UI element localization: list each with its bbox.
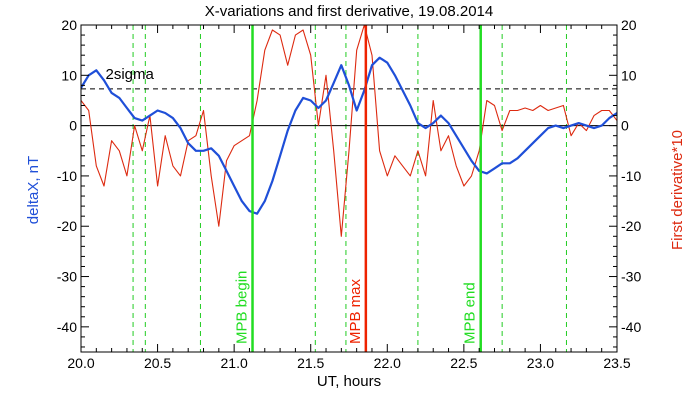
- y-tick-label-right: 0: [621, 118, 629, 134]
- x-tick-label: 22.5: [450, 355, 477, 371]
- series-lines: [81, 25, 617, 237]
- x-tick-label: 23.0: [527, 355, 554, 371]
- axes-ticks: 20.0 20.5 21.0 21.5 22.0 22.5 23.0 23.5 20 20 10 10…: [57, 17, 642, 371]
- two-sigma-label: 2sigma: [106, 66, 155, 83]
- plot-frame: [80, 24, 618, 353]
- y-tick-label-right: 10: [621, 67, 637, 83]
- y-tick-label-right: 20: [621, 17, 637, 33]
- series-line-deltaX: [81, 56, 617, 215]
- x-axis-label: UT, hours: [317, 373, 381, 390]
- y-tick-label-left: -20: [57, 218, 77, 234]
- y-tick-label-left: -40: [57, 319, 77, 335]
- chart-title: X-variations and first derivative, 19.08…: [205, 3, 494, 20]
- y-tick-label-right: -10: [621, 168, 641, 184]
- y-tick-label-right: -40: [621, 319, 641, 335]
- y-tick-label-left: 10: [61, 67, 77, 83]
- reference-line-labels: 2sigma: [106, 66, 155, 83]
- reference-lines: [81, 88, 617, 127]
- y-tick-label-right: -30: [621, 269, 641, 285]
- y-tick-label-right: -20: [621, 218, 641, 234]
- x-tick-label: 21.0: [221, 355, 248, 371]
- mpb-marker-labels: MPB begin MPB max MPB end: [234, 271, 479, 344]
- mpb-end-label: MPB end: [462, 282, 479, 344]
- y-axis-label-left: deltaX, nT: [25, 156, 42, 224]
- y-tick-label-left: -10: [57, 168, 77, 184]
- y-axis-label-right: First derivative*10: [669, 130, 686, 250]
- x-tick-label: 23.5: [603, 355, 630, 371]
- y-tick-label-left: 20: [61, 17, 77, 33]
- series-line-derivative: [81, 25, 617, 237]
- x-tick-label: 21.5: [297, 355, 324, 371]
- mpb-marker-lines: [251, 25, 482, 352]
- x-tick-label: 22.0: [374, 355, 401, 371]
- plot-area: [81, 25, 617, 352]
- y-tick-label-left: 0: [69, 118, 77, 134]
- x-tick-label: 20.5: [144, 355, 171, 371]
- y-tick-label-left: -30: [57, 269, 77, 285]
- mpb-begin-label: MPB begin: [234, 271, 251, 344]
- x-tick-label: 20.0: [67, 355, 94, 371]
- mpb-max-label: MPB max: [347, 278, 364, 344]
